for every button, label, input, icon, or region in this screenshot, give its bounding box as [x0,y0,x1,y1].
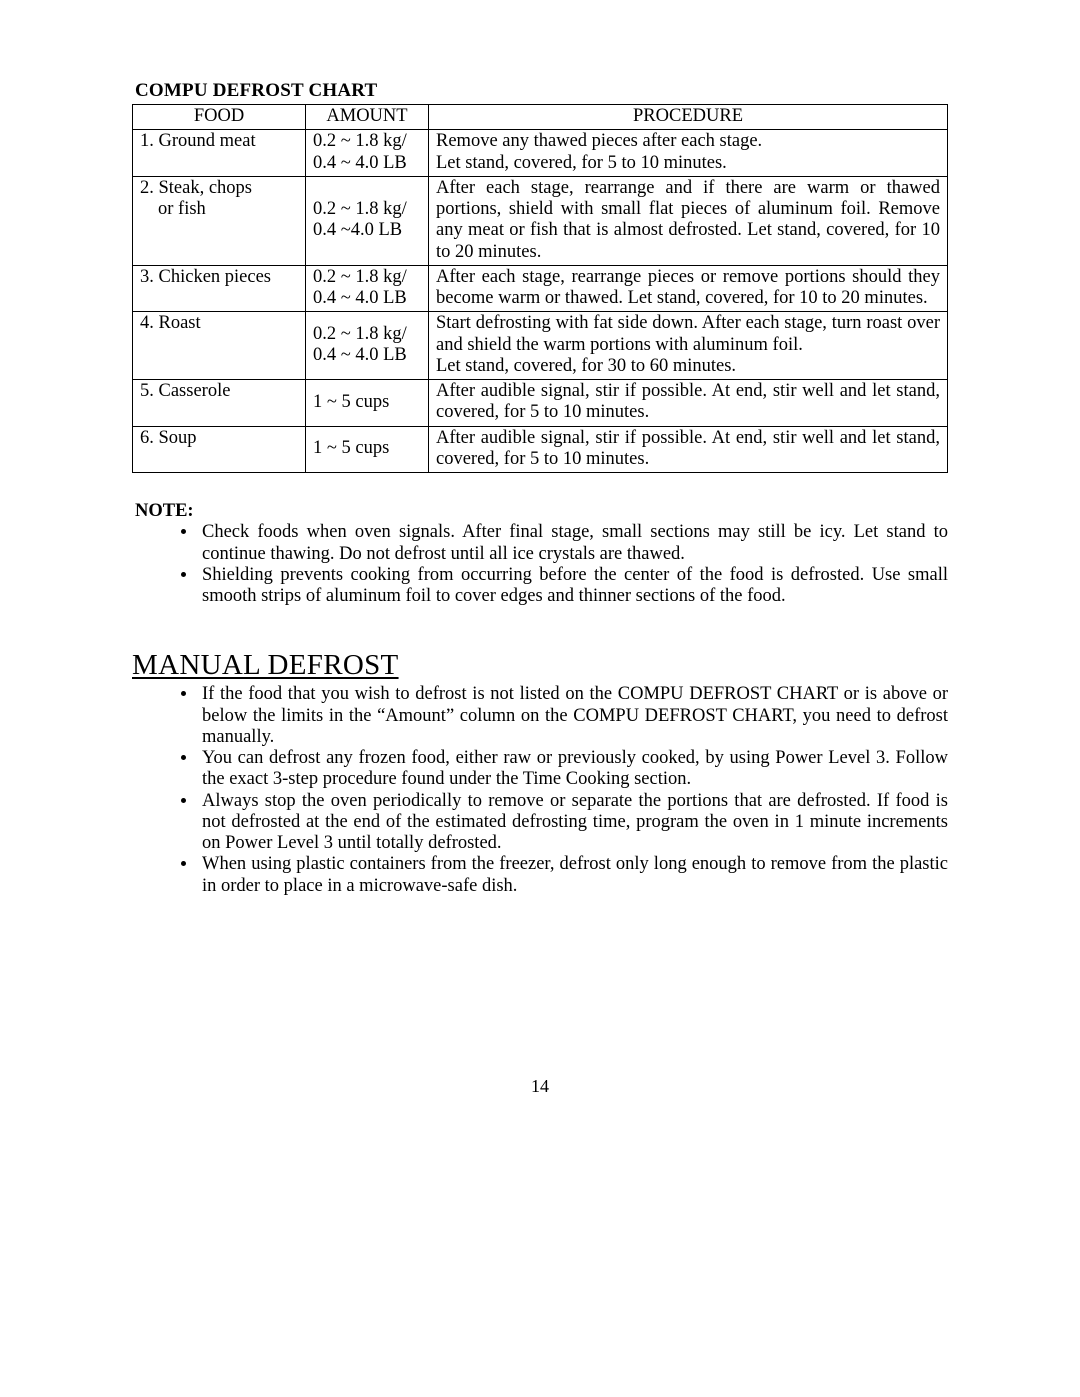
note-item: Check foods when oven signals. After fin… [198,522,948,565]
table-row: 2. Steak, chopsor fish0.2 ~ 1.8 kg/0.4 ~… [133,176,948,265]
col-food: FOOD [133,105,306,130]
manual-defrost-title: MANUAL DEFROST [132,649,948,682]
col-procedure: PROCEDURE [429,105,948,130]
page: COMPU DEFROST CHART FOOD AMOUNT PROCEDUR… [0,0,1080,1397]
table-row: 4. Roast0.2 ~ 1.8 kg/0.4 ~ 4.0 LBStart d… [133,312,948,380]
cell-amount: 0.2 ~ 1.8 kg/0.4 ~ 4.0 LB [306,265,429,312]
table-header-row: FOOD AMOUNT PROCEDURE [133,105,948,130]
cell-procedure: Start defrosting with fat side down. Aft… [429,312,948,380]
cell-amount: 1 ~ 5 cups [306,426,429,473]
cell-food: 5. Casserole [133,380,306,427]
note-heading: NOTE: [135,501,948,522]
manual-item: Always stop the oven periodically to rem… [198,791,948,855]
cell-procedure: After audible signal, stir if possible. … [429,426,948,473]
note-item: Shielding prevents cooking from occurrin… [198,565,948,608]
cell-food: 2. Steak, chopsor fish [133,176,306,265]
table-row: 1. Ground meat0.2 ~ 1.8 kg/0.4 ~ 4.0 LBR… [133,130,948,177]
col-amount: AMOUNT [306,105,429,130]
cell-food: 4. Roast [133,312,306,380]
page-number: 14 [0,1076,1080,1097]
manual-item: You can defrost any frozen food, either … [198,748,948,791]
table-row: 3. Chicken pieces0.2 ~ 1.8 kg/0.4 ~ 4.0 … [133,265,948,312]
manual-defrost-list: If the food that you wish to defrost is … [132,684,948,897]
cell-amount: 0.2 ~ 1.8 kg/0.4 ~4.0 LB [306,176,429,265]
table-row: 6. Soup1 ~ 5 cupsAfter audible signal, s… [133,426,948,473]
defrost-table: FOOD AMOUNT PROCEDURE 1. Ground meat0.2 … [132,104,948,473]
chart-title: COMPU DEFROST CHART [135,80,948,102]
table-row: 5. Casserole1 ~ 5 cupsAfter audible sign… [133,380,948,427]
manual-item: If the food that you wish to defrost is … [198,684,948,748]
cell-procedure: Remove any thawed pieces after each stag… [429,130,948,177]
cell-amount: 0.2 ~ 1.8 kg/0.4 ~ 4.0 LB [306,130,429,177]
cell-procedure: After each stage, rearrange pieces or re… [429,265,948,312]
cell-amount: 0.2 ~ 1.8 kg/0.4 ~ 4.0 LB [306,312,429,380]
notes-list: Check foods when oven signals. After fin… [132,522,948,607]
cell-food: 1. Ground meat [133,130,306,177]
manual-item: When using plastic containers from the f… [198,854,948,897]
cell-amount: 1 ~ 5 cups [306,380,429,427]
cell-procedure: After each stage, rearrange and if there… [429,176,948,265]
cell-food: 6. Soup [133,426,306,473]
cell-food: 3. Chicken pieces [133,265,306,312]
cell-procedure: After audible signal, stir if possible. … [429,380,948,427]
